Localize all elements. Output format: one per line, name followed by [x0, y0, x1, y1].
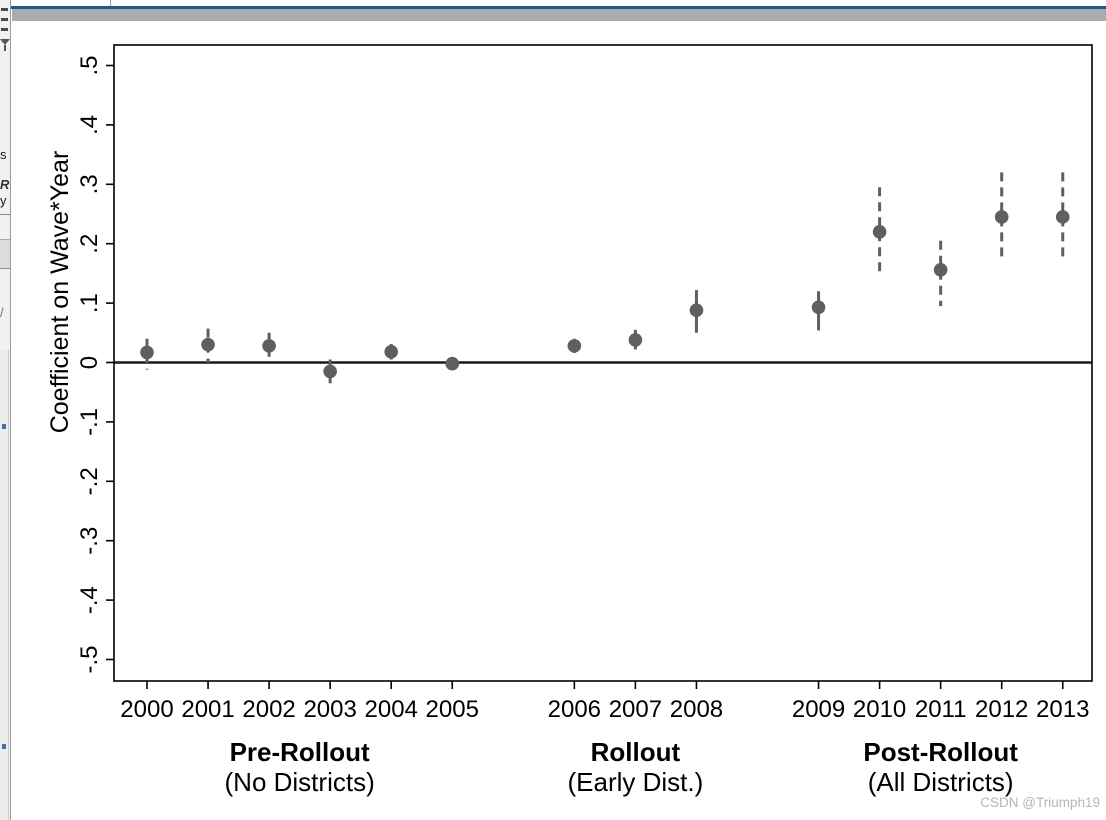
y-tick-label: -.1 [76, 408, 103, 436]
data-point-2008 [689, 303, 704, 318]
scrollbar-track[interactable] [0, 350, 9, 820]
data-point-2004 [384, 345, 399, 359]
list-icon-bar [1, 18, 8, 21]
window-accent-line [10, 6, 1106, 9]
y-tick-label: .4 [76, 115, 103, 135]
y-tick-label: .5 [76, 55, 103, 75]
y-tick-label: -.4 [76, 586, 103, 614]
group-subtitle: (No Districts) [225, 767, 375, 797]
list-icon-bar [1, 28, 8, 31]
sidebar-divider [0, 214, 10, 215]
left-window-sliver: s R y / [0, 0, 11, 820]
data-point-2000 [140, 345, 154, 360]
data-point-2005 [445, 356, 460, 371]
x-tick-label: 2011 [915, 696, 967, 723]
x-tick-label: 2009 [792, 696, 845, 723]
data-point-2012 [994, 210, 1009, 224]
group-title: Rollout [591, 737, 681, 767]
y-tick-label: .3 [76, 174, 103, 194]
sidebar-block [0, 240, 10, 268]
window-title-bar-remnant[interactable] [12, 9, 1106, 21]
x-tick-label: 2013 [1036, 696, 1089, 723]
y-tick-label: .1 [76, 293, 103, 313]
group-subtitle: (All Districts) [868, 767, 1014, 797]
x-tick-label: 2000 [120, 696, 173, 723]
x-tick-label: 2010 [853, 696, 906, 723]
y-tick-label: .2 [76, 234, 103, 254]
x-tick-label: 2003 [303, 696, 356, 723]
x-tick-label: 2006 [548, 696, 601, 723]
sidebar-text-fragment: s [0, 147, 7, 162]
list-icon-bar [1, 8, 8, 11]
data-point-2001 [201, 337, 215, 352]
data-point-2007 [628, 333, 643, 347]
scrollbar-mark [2, 744, 6, 749]
x-tick-label: 2004 [365, 696, 418, 723]
top-strip-divider [110, 0, 111, 6]
data-point-2002 [262, 339, 276, 353]
data-point-2013 [1055, 210, 1070, 224]
x-tick-label: 2008 [670, 696, 723, 723]
sidebar-divider [0, 268, 10, 269]
group-title: Post-Rollout [863, 737, 1018, 767]
scrollbar-mark [2, 424, 6, 429]
x-tick-label: 2002 [242, 696, 295, 723]
y-tick-label: -.2 [76, 467, 103, 495]
y-tick-label: -.3 [76, 527, 103, 555]
y-axis-title: Coefficient on Wave*Year [46, 151, 74, 434]
y-tick-label: 0 [76, 356, 103, 369]
watermark: CSDN @Triumph19 [980, 795, 1100, 810]
x-tick-label: 2001 [181, 696, 234, 723]
x-tick-label: 2005 [426, 696, 479, 723]
group-title: Pre-Rollout [230, 737, 370, 767]
x-tick-label: 2012 [975, 696, 1028, 723]
group-subtitle: (Early Dist.) [568, 767, 704, 797]
sidebar-text-fragment: / [0, 305, 4, 320]
data-point-2006 [567, 339, 582, 353]
sidebar-divider [0, 239, 10, 240]
sidebar-text-fragment: y [0, 193, 7, 208]
x-tick-label: 2007 [609, 696, 662, 723]
top-strip [10, 0, 1106, 6]
data-point-2009 [811, 300, 826, 315]
data-point-2010 [872, 225, 887, 239]
data-point-2003 [323, 364, 337, 379]
data-point-2011 [933, 263, 948, 277]
y-tick-label: -.5 [76, 645, 103, 673]
sidebar-text-fragment: R [0, 177, 10, 192]
